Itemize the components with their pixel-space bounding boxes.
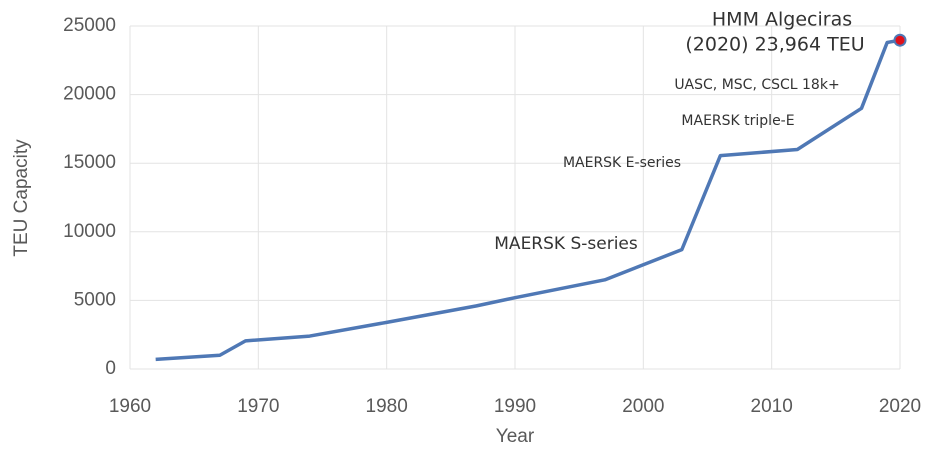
annotation: MAERSK triple-E xyxy=(681,113,794,129)
y-tick-label: 25000 xyxy=(63,15,116,36)
x-tick-label: 1960 xyxy=(109,396,151,417)
annotation: MAERSK E-series xyxy=(563,155,681,171)
annotation: UASC, MSC, CSCL 18k+ xyxy=(674,77,839,93)
x-axis-label: Year xyxy=(496,426,535,447)
data-line xyxy=(155,38,901,362)
y-axis-label: TEU Capacity xyxy=(11,139,32,257)
x-tick-label: 1980 xyxy=(366,396,408,417)
x-tick-label: 2000 xyxy=(622,396,664,417)
annotation: HMM Algeciras xyxy=(712,9,852,31)
x-tick-label: 2010 xyxy=(751,396,793,417)
y-tick-label: 15000 xyxy=(63,152,116,173)
y-tick-label: 10000 xyxy=(63,221,116,242)
x-tick-label: 1970 xyxy=(237,396,279,417)
highlight-marker xyxy=(893,33,907,47)
x-tick-label: 1990 xyxy=(494,396,536,417)
y-tick-label: 0 xyxy=(105,358,116,379)
annotation: (2020) 23,964 TEU xyxy=(685,34,864,56)
y-tick-label: 5000 xyxy=(74,289,116,310)
y-tick-label: 20000 xyxy=(63,84,116,105)
annotation: MAERSK S-series xyxy=(494,234,638,254)
x-tick-label: 2020 xyxy=(879,396,921,417)
